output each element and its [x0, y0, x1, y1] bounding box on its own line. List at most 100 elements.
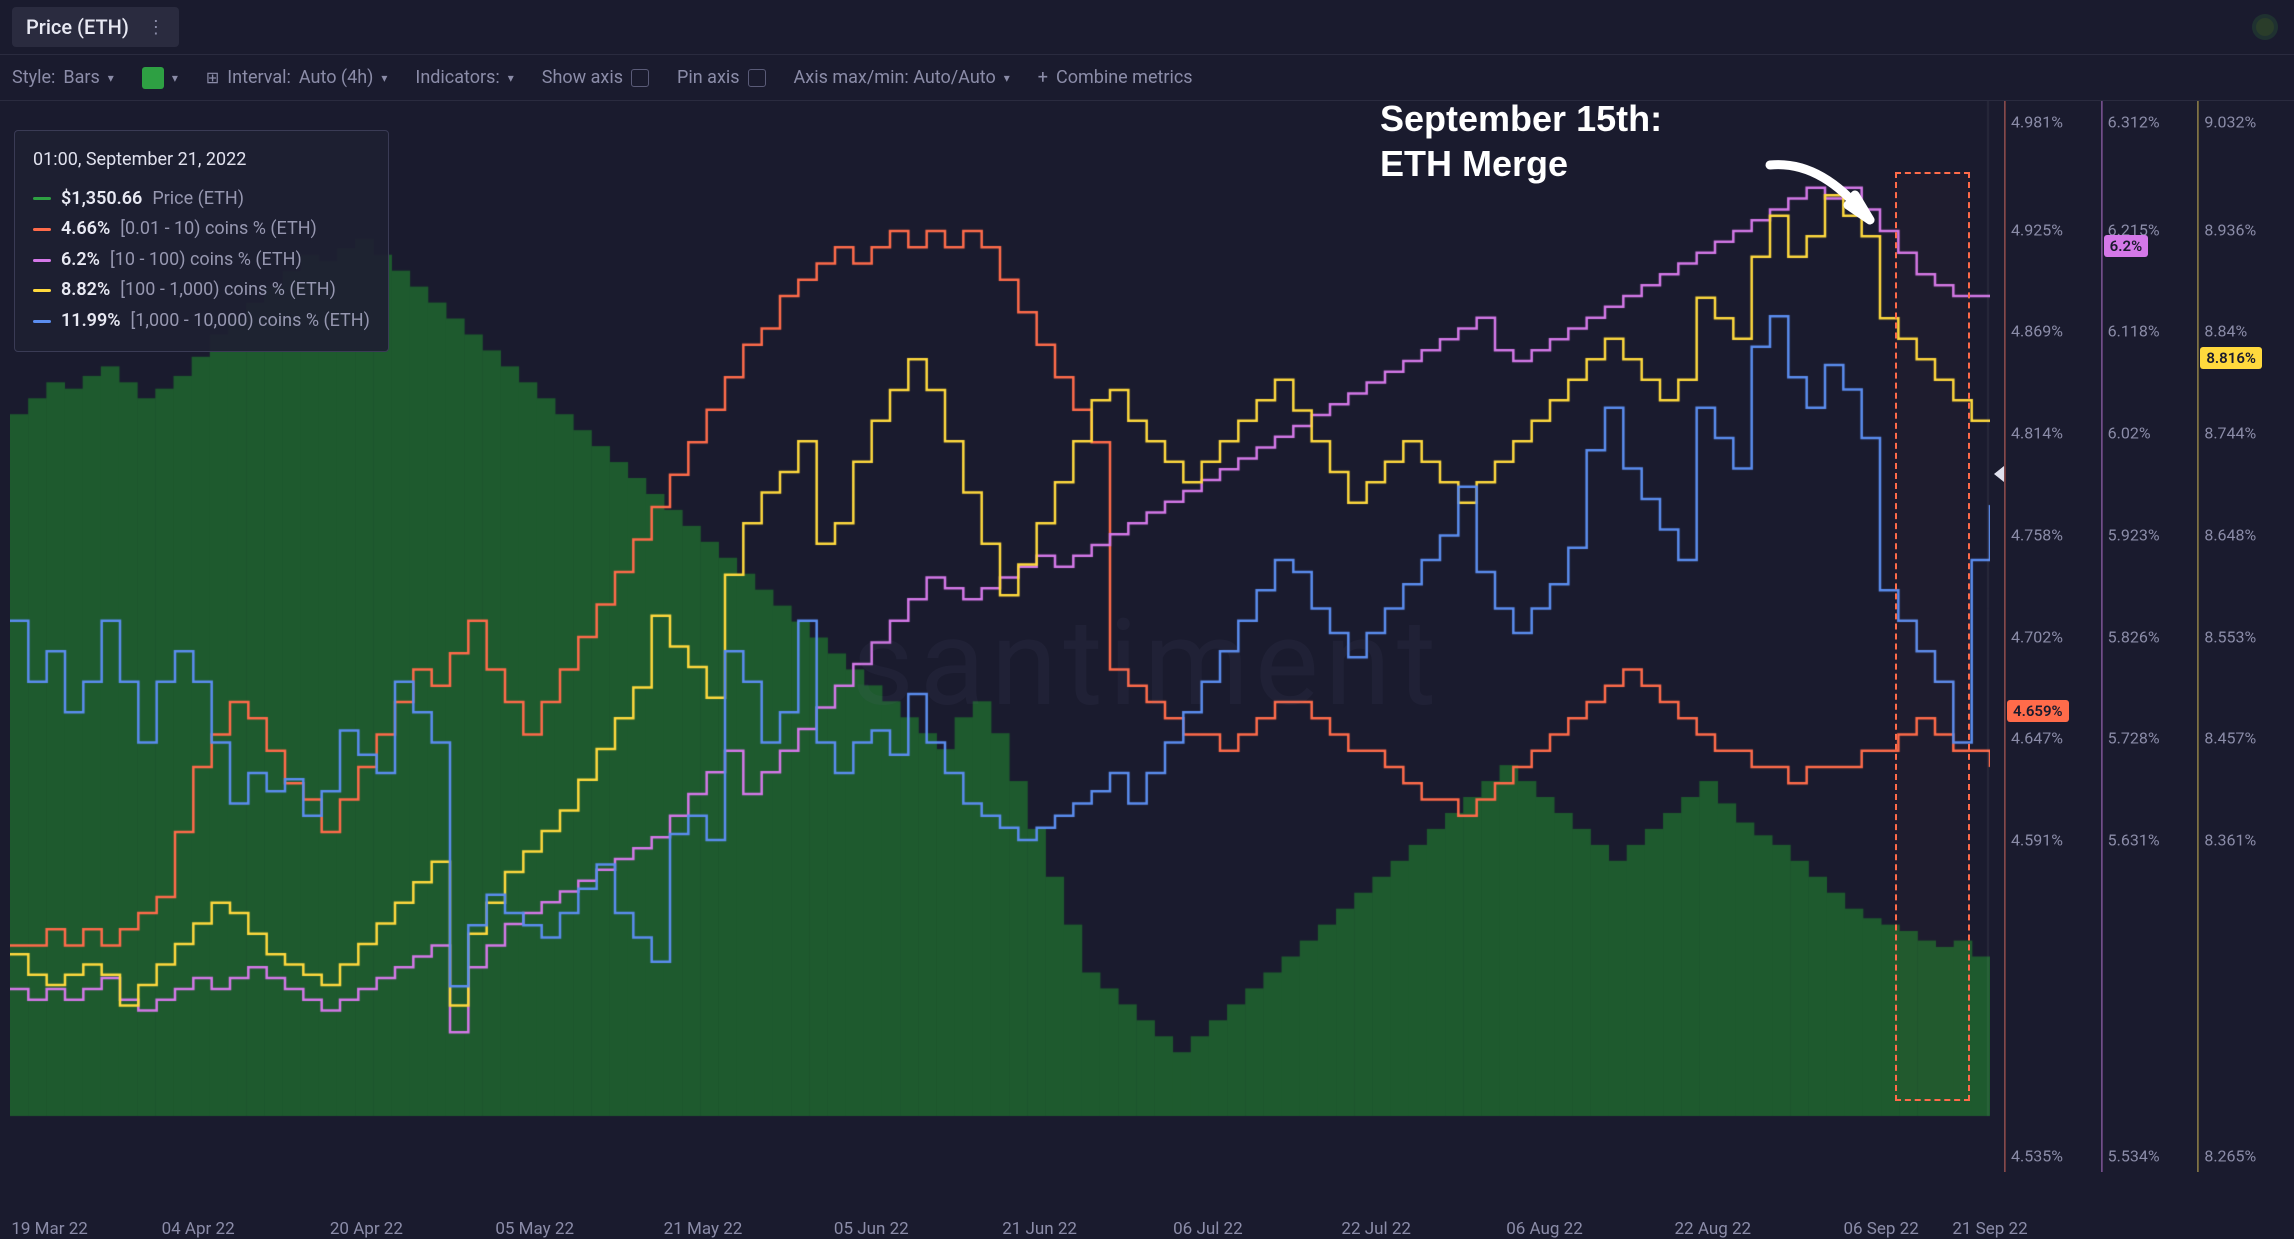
style-value: Bars [63, 67, 99, 88]
chevron-down-icon: ▾ [381, 71, 387, 85]
y-axis-tick: 4.647% [2011, 729, 2063, 748]
y-axis-badge: 6.2% [2104, 235, 2148, 257]
chart-toolbar: Style: Bars ▾ ▾ ⊞ Interval: Auto (4h) ▾ … [0, 55, 2294, 101]
x-axis-tick: 22 Jul 22 [1341, 1219, 1411, 1239]
y-axis-tick: 4.702% [2011, 627, 2063, 646]
series-dash-icon [33, 228, 51, 231]
x-axis-tick: 05 May 22 [495, 1219, 574, 1239]
y-axes-panel: 4.981% 4.925% 4.869% 4.814% 4.758% 4.702% 4.64… [2004, 101, 2294, 1172]
checkbox-icon [748, 69, 766, 87]
y-axis-tick: 8.744% [2204, 424, 2256, 443]
annotation-arrow-icon [1760, 150, 1910, 260]
y-axis-tick: 4.535% [2011, 1146, 2063, 1165]
y-axis-column: 4.981% 4.925% 4.869% 4.814% 4.758% 4.702% 4.64… [2004, 101, 2101, 1172]
series-dash-icon [33, 320, 51, 323]
y-axis-tick: 5.923% [2108, 525, 2160, 544]
x-axis-tick: 06 Jul 22 [1173, 1219, 1243, 1239]
series-dash-icon [33, 289, 51, 292]
x-axis-tick: 21 Jun 22 [1002, 1219, 1077, 1239]
asset-title-chip[interactable]: Price (ETH) ⋮ [12, 7, 179, 47]
more-dots-icon[interactable]: ⋮ [147, 17, 165, 38]
combine-label: Combine metrics [1056, 67, 1193, 88]
tooltip-value: 6.2% [61, 245, 100, 276]
x-axis-tick: 19 Mar 22 [11, 1219, 88, 1239]
y-axis-tick: 5.534% [2108, 1146, 2160, 1165]
x-axis-tick: 06 Sep 22 [1843, 1219, 1918, 1239]
interval-icon: ⊞ [206, 68, 219, 87]
interval-value: Auto (4h) [299, 67, 373, 88]
x-axis-tick: 20 Apr 22 [330, 1219, 403, 1239]
y-axis-tick: 8.361% [2204, 830, 2256, 849]
tooltip-row: 4.66% [0.01 - 10) coins % (ETH) [33, 214, 370, 245]
axis-minmax-selector[interactable]: Axis max/min: Auto/Auto ▾ [794, 67, 1010, 88]
show-axis-toggle[interactable]: Show axis [542, 67, 649, 88]
y-axis-tick: 4.981% [2011, 113, 2063, 132]
x-axis-tick: 22 Aug 22 [1675, 1219, 1752, 1239]
y-axis-tick: 6.02% [2108, 424, 2151, 443]
tooltip-label: [0.01 - 10) coins % (ETH) [120, 214, 317, 245]
tooltip-date: 01:00, September 21, 2022 [33, 145, 370, 176]
style-selector[interactable]: Style: Bars ▾ [12, 67, 114, 88]
show-axis-label: Show axis [542, 67, 623, 88]
y-axis-tick: 5.631% [2108, 830, 2160, 849]
y-axis-tick: 4.814% [2011, 424, 2063, 443]
x-axis-tick: 21 May 22 [664, 1219, 743, 1239]
indicators-label: Indicators: [415, 67, 499, 88]
y-axis-column: 6.312%6.215%6.118%6.02%5.923%5.826%5.728… [2101, 101, 2198, 1172]
x-axis-tick: 05 Jun 22 [834, 1219, 909, 1239]
y-axis-tick: 6.312% [2108, 113, 2160, 132]
y-axis-badge: 4.659% [2007, 700, 2069, 722]
style-label: Style: [12, 67, 55, 88]
tooltip-value: 4.66% [61, 214, 110, 245]
y-axis-tick: 4.925% [2011, 220, 2063, 239]
interval-label: Interval: [227, 67, 291, 88]
tooltip-label: [100 - 1,000) coins % (ETH) [120, 275, 336, 306]
chevron-down-icon: ▾ [172, 71, 178, 85]
top-bar: Price (ETH) ⋮ [0, 0, 2294, 55]
y-axis-tick: 4.869% [2011, 322, 2063, 341]
pin-axis-label: Pin axis [677, 67, 740, 88]
y-axis-tick: 4.758% [2011, 525, 2063, 544]
y-axis-tick: 5.728% [2108, 729, 2160, 748]
interval-selector[interactable]: ⊞ Interval: Auto (4h) ▾ [206, 67, 388, 88]
tooltip-label: Price (ETH) [152, 184, 244, 215]
checkbox-icon [631, 69, 649, 87]
x-axis-tick: 06 Aug 22 [1506, 1219, 1583, 1239]
plus-icon: + [1038, 67, 1048, 88]
chevron-down-icon: ▾ [508, 71, 514, 85]
hover-tooltip: 01:00, September 21, 2022 $1,350.66 Pric… [14, 130, 389, 352]
color-swatch-icon [142, 67, 164, 89]
asset-title: Price (ETH) [26, 15, 129, 39]
y-axis-tick: 9.032% [2204, 113, 2256, 132]
y-axis-tick: 4.591% [2011, 830, 2063, 849]
merge-annotation: September 15th: ETH Merge [1380, 96, 1662, 186]
color-selector[interactable]: ▾ [142, 67, 178, 89]
indicators-selector[interactable]: Indicators: ▾ [415, 67, 513, 88]
y-axis-tick: 8.457% [2204, 729, 2256, 748]
series-dash-icon [33, 197, 51, 200]
y-axis-tick: 8.553% [2204, 627, 2256, 646]
y-axis-tick: 8.648% [2204, 525, 2256, 544]
tooltip-label: [1,000 - 10,000) coins % (ETH) [131, 306, 370, 337]
tooltip-row: $1,350.66 Price (ETH) [33, 184, 370, 215]
tooltip-label: [10 - 100) coins % (ETH) [110, 245, 302, 276]
combine-metrics-button[interactable]: + Combine metrics [1038, 67, 1193, 88]
tooltip-value: 8.82% [61, 275, 110, 306]
tooltip-row: 6.2% [10 - 100) coins % (ETH) [33, 245, 370, 276]
tooltip-row: 11.99% [1,000 - 10,000) coins % (ETH) [33, 306, 370, 337]
chevron-down-icon: ▾ [108, 71, 114, 85]
y-axis-tick: 5.826% [2108, 627, 2160, 646]
axis-caret-icon [1994, 466, 2004, 482]
y-axis-tick: 8.936% [2204, 220, 2256, 239]
tooltip-value: 11.99% [61, 306, 121, 337]
x-axis-tick: 04 Apr 22 [162, 1219, 235, 1239]
x-axis-tick: 21 Sep 22 [1952, 1219, 2027, 1239]
y-axis-tick: 8.265% [2204, 1146, 2256, 1165]
pin-axis-toggle[interactable]: Pin axis [677, 67, 766, 88]
annotation-line1: September 15th: [1380, 96, 1662, 141]
y-axis-tick: 8.84% [2204, 322, 2247, 341]
status-indicator-icon [2256, 18, 2274, 36]
chevron-down-icon: ▾ [1004, 71, 1010, 85]
y-axis-badge: 8.816% [2200, 347, 2262, 369]
annotation-line2: ETH Merge [1380, 141, 1662, 186]
